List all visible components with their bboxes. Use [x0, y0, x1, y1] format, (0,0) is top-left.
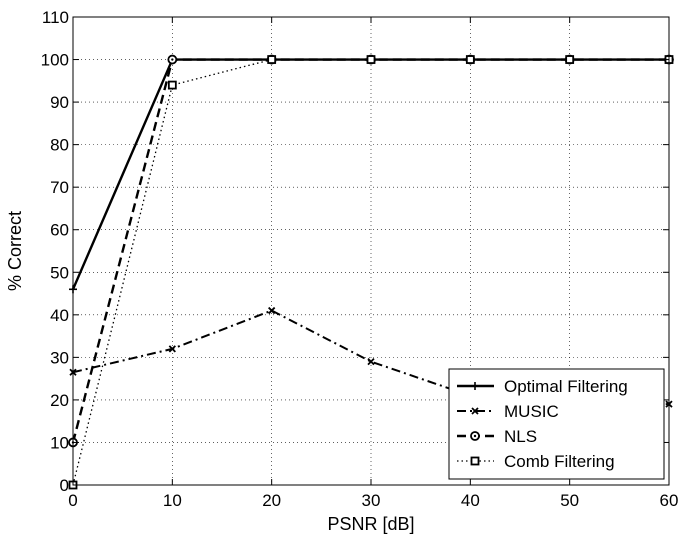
x-tick-label: 50 — [560, 491, 579, 510]
legend-label: NLS — [504, 427, 537, 446]
data-point-1-1 — [168, 345, 176, 353]
x-tick-label: 10 — [163, 491, 182, 510]
data-point-1-3 — [367, 357, 375, 366]
y-tick-label: 80 — [50, 136, 69, 155]
y-tick-label: 10 — [50, 433, 69, 452]
y-axis-label: % Correct — [5, 211, 25, 291]
legend-marker — [471, 382, 479, 390]
x-tick-label: 0 — [68, 491, 77, 510]
data-point-2-1 — [167, 54, 178, 65]
data-point-1-2 — [268, 306, 276, 315]
y-tick-label: 40 — [50, 306, 69, 325]
y-tick-label: 60 — [50, 221, 69, 240]
y-tick-label: 50 — [50, 263, 69, 282]
y-tick-label: 90 — [50, 93, 69, 112]
data-point-3-5 — [565, 55, 575, 64]
x-axis-label: PSNR [dB] — [327, 514, 414, 534]
data-point-3-1 — [167, 80, 177, 90]
data-point-3-4 — [465, 55, 475, 64]
x-tick-label: 40 — [461, 491, 480, 510]
axis-ticks: 0 10 20 30 40 50 60 0 10 20 30 40 50 60 70 80 90 100 110 — [41, 8, 679, 510]
y-tick-label: 110 — [42, 8, 69, 27]
data-point-3-3 — [366, 55, 376, 64]
x-tick-label: 30 — [362, 491, 381, 510]
x-tick-label: 60 — [660, 491, 679, 510]
x-tick-label: 20 — [262, 491, 281, 510]
legend-marker — [470, 431, 480, 441]
y-tick-label: 0 — [60, 476, 69, 495]
y-tick-label: 100 — [41, 51, 69, 70]
legend-label: Comb Filtering — [504, 452, 615, 471]
legend-marker — [471, 407, 479, 415]
legend-marker — [470, 456, 480, 466]
y-tick-label: 30 — [50, 348, 69, 367]
y-tick-label: 20 — [50, 391, 69, 410]
legend: Optimal Filtering MUSIC NLS Comb Filtering — [448, 368, 665, 480]
data-point-3-2 — [267, 55, 277, 64]
legend-label: Optimal Filtering — [504, 377, 628, 396]
y-tick-label: 70 — [50, 178, 69, 197]
legend-label: MUSIC — [504, 402, 559, 421]
